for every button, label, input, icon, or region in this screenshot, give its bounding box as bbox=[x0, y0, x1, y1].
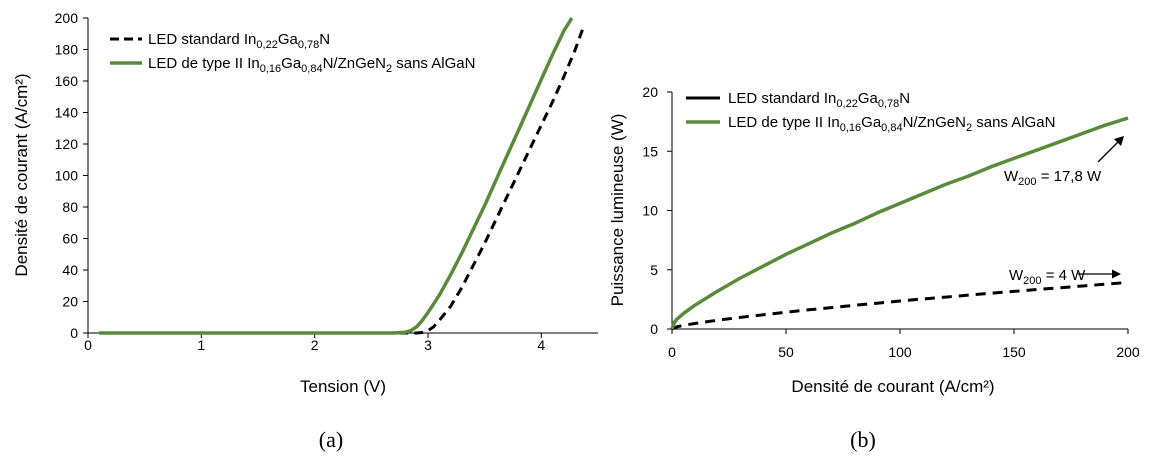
chart-b-annotation-w200-standard: W200 = 4 W bbox=[1009, 267, 1121, 287]
chart-b-annotation-arrowhead-standard bbox=[1112, 269, 1121, 279]
chart-a-x-ticks: 0 1 2 3 4 bbox=[84, 333, 545, 353]
chart-b-y-axis-title: Puissance lumineuse (W) bbox=[608, 114, 627, 307]
chart-b-annotation-label-type2: W200 = 17,8 W bbox=[1004, 168, 1102, 188]
chart-a-y-tick-label-5: 100 bbox=[55, 168, 79, 184]
chart-a-y-tick-label-4: 80 bbox=[62, 199, 78, 215]
chart-b-legend-label-type2: LED de type II In0,16Ga0,84N/ZnGeN2 sans… bbox=[728, 114, 1055, 134]
chart-a-y-tick-label-9: 180 bbox=[55, 42, 79, 58]
chart-a-y-tick-label-7: 140 bbox=[55, 105, 79, 121]
chart-a-x-tick-label-4: 4 bbox=[537, 337, 545, 353]
chart-b-x-tick-label-4: 200 bbox=[1116, 344, 1140, 360]
chart-a-x-tick-label-2: 2 bbox=[311, 337, 319, 353]
chart-a-legend-item-standard: LED standard In0,22Ga0,78N bbox=[110, 31, 330, 51]
chart-b-series bbox=[670, 116, 1129, 331]
chart-a-x-tick-label-0: 0 bbox=[84, 337, 92, 353]
chart-a-y-axis-title: Densité de courant (A/cm²) bbox=[12, 73, 31, 276]
chart-b-y-ticks: 0 5 10 15 20 bbox=[642, 84, 672, 337]
chart-b-y-tick-label-4: 20 bbox=[642, 84, 658, 100]
chart-b-annotation-arrowhead-type2 bbox=[1114, 136, 1124, 146]
chart-a-caption: (a) bbox=[319, 427, 343, 452]
chart-b: 0 50 100 150 200 0 5 10 15 20 Densité de courant… bbox=[608, 84, 1140, 452]
chart-a-y-tick-label-6: 120 bbox=[55, 136, 79, 152]
chart-b-x-ticks: 0 50 100 150 200 bbox=[668, 329, 1140, 360]
chart-a-legend: LED standard In0,22Ga0,78N LED de type I… bbox=[110, 31, 475, 75]
chart-b-legend: LED standard In0,22Ga0,78N LED de type I… bbox=[686, 90, 1055, 134]
chart-b-y-tick-label-0: 0 bbox=[650, 321, 658, 337]
chart-b-y-tick-label-1: 5 bbox=[650, 262, 658, 278]
chart-a-series-line-type2 bbox=[99, 17, 574, 335]
chart-b-caption: (b) bbox=[850, 427, 876, 452]
chart-a-series bbox=[99, 17, 586, 335]
chart-b-x-tick-label-2: 100 bbox=[888, 344, 912, 360]
chart-a-y-tick-label-3: 60 bbox=[62, 231, 78, 247]
chart-b-legend-item-standard: LED standard In0,22Ga0,78N bbox=[686, 90, 910, 110]
chart-b-annotation-arrow-type2 bbox=[1097, 140, 1120, 163]
chart-a-x-axis-title: Tension (V) bbox=[300, 377, 386, 396]
chart-a-y-tick-label-8: 160 bbox=[55, 73, 79, 89]
chart-a-y-tick-label-10: 200 bbox=[55, 10, 79, 26]
chart-a-y-ticks: 0 20 40 60 80 100 120 140 160 180 200 bbox=[55, 10, 88, 341]
chart-a-y-tick-label-1: 20 bbox=[62, 294, 78, 310]
chart-b-legend-item-type2: LED de type II In0,16Ga0,84N/ZnGeN2 sans… bbox=[686, 114, 1055, 134]
chart-a-y-tick-label-2: 40 bbox=[62, 262, 78, 278]
chart-b-y-tick-label-2: 10 bbox=[642, 203, 658, 219]
chart-b-legend-label-standard: LED standard In0,22Ga0,78N bbox=[728, 90, 910, 110]
chart-a-x-tick-label-1: 1 bbox=[197, 337, 205, 353]
chart-b-x-tick-label-0: 0 bbox=[668, 344, 676, 360]
chart-b-x-tick-label-3: 150 bbox=[1002, 344, 1026, 360]
chart-b-series-line-standard bbox=[671, 280, 1129, 331]
chart-a-legend-item-type2: LED de type II In0,16Ga0,84N/ZnGeN2 sans… bbox=[110, 55, 475, 75]
chart-b-x-axis-title: Densité de courant (A/cm²) bbox=[791, 377, 994, 396]
chart-b-annotation-label-standard: W200 = 4 W bbox=[1009, 267, 1086, 287]
chart-a-y-tick-label-0: 0 bbox=[70, 325, 78, 341]
chart-a: 0 1 2 3 4 0 20 40 60 80 100 120 140 160 180 200 Tensio… bbox=[12, 10, 598, 452]
chart-b-series-line-type2 bbox=[670, 116, 1129, 330]
chart-a-legend-label-standard: LED standard In0,22Ga0,78N bbox=[148, 31, 330, 51]
chart-b-x-tick-label-1: 50 bbox=[778, 344, 794, 360]
chart-a-x-tick-label-3: 3 bbox=[424, 337, 432, 353]
chart-b-annotation-w200-type2: W200 = 17,8 W bbox=[1004, 136, 1124, 188]
chart-a-series-line-standard bbox=[99, 23, 586, 335]
chart-b-y-tick-label-3: 15 bbox=[642, 143, 658, 159]
chart-a-legend-label-type2: LED de type II In0,16Ga0,84N/ZnGeN2 sans… bbox=[148, 55, 475, 75]
